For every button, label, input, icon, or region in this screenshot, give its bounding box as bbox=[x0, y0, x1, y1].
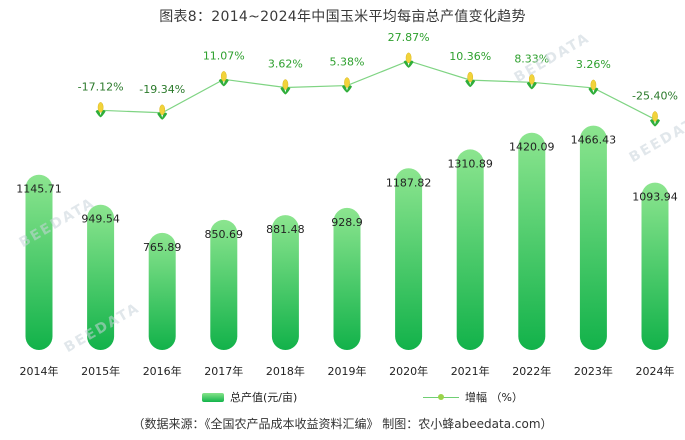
bar bbox=[641, 182, 669, 350]
growth-value-label: -19.34% bbox=[139, 83, 185, 96]
growth-marker bbox=[342, 77, 352, 93]
growth-value-label: -25.40% bbox=[632, 89, 678, 102]
bar-value-label: 881.48 bbox=[266, 223, 305, 236]
x-tick-label: 2023年 bbox=[574, 364, 613, 378]
bar bbox=[456, 149, 484, 350]
legend-line-label: 增幅 （%） bbox=[465, 391, 523, 404]
bar bbox=[333, 207, 361, 350]
bar-value-label: 1145.71 bbox=[16, 183, 62, 196]
growth-value-label: 11.07% bbox=[203, 49, 245, 62]
bar bbox=[271, 215, 299, 350]
x-tick-label: 2017年 bbox=[204, 364, 243, 378]
bar-value-label: 1187.82 bbox=[386, 176, 432, 189]
bar bbox=[25, 174, 53, 350]
growth-value-label: 10.36% bbox=[449, 50, 491, 63]
bar-value-label: 928.9 bbox=[331, 216, 363, 229]
growth-marker bbox=[588, 79, 599, 95]
x-tick-label: 2024年 bbox=[636, 364, 675, 378]
legend-line-swatch bbox=[423, 393, 459, 402]
bar bbox=[210, 219, 238, 350]
bar-value-label: 1310.89 bbox=[447, 157, 493, 170]
growth-marker bbox=[280, 79, 291, 95]
growth-line bbox=[100, 60, 656, 120]
bar-value-label: 765.89 bbox=[143, 241, 182, 254]
x-tick-label: 2020年 bbox=[389, 364, 428, 378]
bar bbox=[148, 232, 176, 350]
growth-marker bbox=[157, 104, 168, 120]
growth-value-label: 27.87% bbox=[388, 31, 430, 44]
growth-marker bbox=[95, 102, 106, 118]
x-tick-label: 2014年 bbox=[20, 364, 59, 378]
growth-marker bbox=[650, 111, 660, 127]
x-tick-label: 2016年 bbox=[143, 364, 182, 378]
bar-value-label: 850.69 bbox=[205, 228, 244, 241]
bar bbox=[395, 168, 423, 350]
growth-value-label: 5.38% bbox=[330, 56, 365, 69]
growth-value-label: -17.12% bbox=[78, 80, 124, 93]
legend-bar-label: 总产值(元/亩) bbox=[230, 391, 298, 404]
x-tick-label: 2021年 bbox=[451, 364, 490, 378]
legend-item-line: 增幅 （%） bbox=[423, 389, 523, 405]
growth-marker bbox=[218, 71, 229, 87]
bar-value-label: 949.54 bbox=[81, 213, 120, 226]
bar bbox=[87, 204, 115, 350]
bar bbox=[518, 132, 546, 350]
bar-value-label: 1466.43 bbox=[571, 134, 617, 147]
x-tick-label: 2022年 bbox=[512, 364, 551, 378]
x-tick-label: 2019年 bbox=[328, 364, 367, 378]
legend-bar-swatch bbox=[202, 392, 224, 402]
legend-item-bar: 总产值(元/亩) bbox=[202, 389, 297, 405]
growth-value-label: 3.26% bbox=[576, 58, 611, 71]
growth-value-label: 8.33% bbox=[514, 52, 549, 65]
source-note: （数据来源：《全国农产品成本收益资料汇编》 制图：农小蜂abeedata.com… bbox=[132, 417, 553, 431]
bar-value-label: 1420.09 bbox=[509, 141, 555, 154]
bar-value-label: 1093.94 bbox=[632, 191, 678, 204]
x-tick-label: 2018年 bbox=[266, 364, 305, 378]
growth-marker bbox=[526, 74, 537, 90]
growth-marker bbox=[403, 52, 414, 68]
bar bbox=[579, 125, 607, 351]
growth-marker bbox=[465, 71, 476, 88]
x-tick-label: 2015年 bbox=[81, 364, 120, 378]
chart-title: 图表8：2014~2024年中国玉米平均每亩总产值变化趋势 bbox=[159, 9, 526, 25]
growth-value-label: 3.62% bbox=[268, 58, 303, 71]
